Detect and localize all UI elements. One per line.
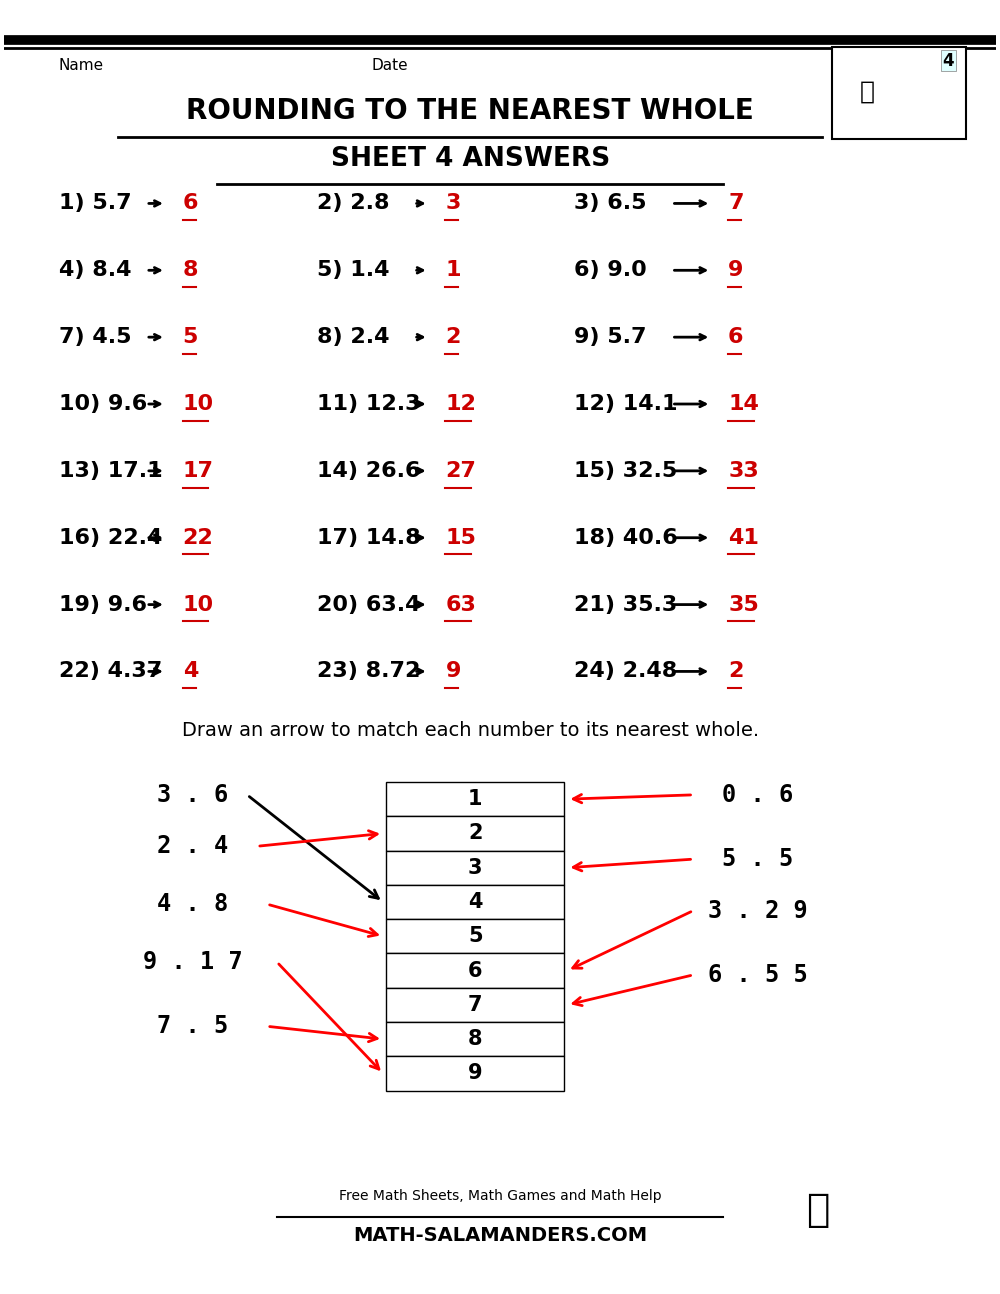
Text: 6: 6 <box>728 327 744 347</box>
Text: 6: 6 <box>468 960 482 981</box>
Text: 17) 14.8: 17) 14.8 <box>317 528 420 547</box>
Text: 8) 2.4: 8) 2.4 <box>317 327 389 347</box>
Text: 4: 4 <box>468 892 482 912</box>
Text: SHEET 4 ANSWERS: SHEET 4 ANSWERS <box>331 146 610 172</box>
Text: 2: 2 <box>445 327 461 347</box>
Bar <box>386 1022 564 1056</box>
Text: 7) 4.5: 7) 4.5 <box>59 327 131 347</box>
Text: Date: Date <box>371 58 408 74</box>
Bar <box>386 885 564 919</box>
Text: 9 . 1 7: 9 . 1 7 <box>143 950 242 974</box>
Text: 22) 4.37: 22) 4.37 <box>59 661 162 682</box>
Text: 1: 1 <box>445 260 461 281</box>
Text: 3 . 6: 3 . 6 <box>157 783 228 807</box>
Text: 6) 9.0: 6) 9.0 <box>574 260 647 281</box>
Text: 18) 40.6: 18) 40.6 <box>574 528 678 547</box>
Text: 2 . 4: 2 . 4 <box>157 835 228 858</box>
Text: 5: 5 <box>183 327 198 347</box>
Text: 12) 14.1: 12) 14.1 <box>574 393 678 414</box>
Text: 7: 7 <box>728 193 744 214</box>
Text: 5: 5 <box>468 927 483 946</box>
Text: 7 . 5: 7 . 5 <box>157 1014 228 1038</box>
Text: 🦎: 🦎 <box>806 1190 829 1229</box>
Text: 9: 9 <box>445 661 461 682</box>
Text: 21) 35.3: 21) 35.3 <box>574 594 678 615</box>
Text: 1) 5.7: 1) 5.7 <box>59 193 131 214</box>
Text: 33: 33 <box>728 461 759 481</box>
Text: 7: 7 <box>468 995 482 1014</box>
Text: 14) 26.6: 14) 26.6 <box>317 461 420 481</box>
Text: 10) 9.6: 10) 9.6 <box>59 393 147 414</box>
Text: 1: 1 <box>468 789 482 809</box>
Text: MATH-SALAMANDERS.COM: MATH-SALAMANDERS.COM <box>353 1227 647 1245</box>
Text: 24) 2.48: 24) 2.48 <box>574 661 678 682</box>
Text: 35: 35 <box>728 594 759 615</box>
Text: Name: Name <box>59 58 104 74</box>
Text: ROUNDING TO THE NEAREST WHOLE: ROUNDING TO THE NEAREST WHOLE <box>186 97 754 124</box>
Text: 9) 5.7: 9) 5.7 <box>574 327 647 347</box>
Text: 4: 4 <box>183 661 198 682</box>
Text: 11) 12.3: 11) 12.3 <box>317 393 420 414</box>
Bar <box>386 850 564 885</box>
Text: 27: 27 <box>445 461 476 481</box>
Text: 9: 9 <box>468 1064 483 1083</box>
Text: 6 . 5 5: 6 . 5 5 <box>708 963 808 987</box>
Text: Draw an arrow to match each number to its nearest whole.: Draw an arrow to match each number to it… <box>182 721 759 740</box>
Text: 14: 14 <box>728 393 759 414</box>
Text: 15) 32.5: 15) 32.5 <box>574 461 678 481</box>
Bar <box>386 782 564 817</box>
Text: 0 . 6: 0 . 6 <box>722 783 793 807</box>
Text: 8: 8 <box>183 260 198 281</box>
Text: 5) 1.4: 5) 1.4 <box>317 260 389 281</box>
Text: 2) 2.8: 2) 2.8 <box>317 193 389 214</box>
Text: 2: 2 <box>728 661 743 682</box>
Text: Free Math Sheets, Math Games and Math Help: Free Math Sheets, Math Games and Math He… <box>339 1189 661 1203</box>
Text: 20) 63.4: 20) 63.4 <box>317 594 420 615</box>
Bar <box>386 1056 564 1091</box>
Text: 10: 10 <box>183 393 214 414</box>
Bar <box>386 954 564 987</box>
Bar <box>832 47 966 140</box>
Text: 41: 41 <box>728 528 759 547</box>
Text: 3 . 2 9: 3 . 2 9 <box>708 898 808 923</box>
Text: 🐆: 🐆 <box>859 80 874 104</box>
Text: 63: 63 <box>445 594 476 615</box>
Text: 9: 9 <box>728 260 743 281</box>
Text: 6: 6 <box>183 193 198 214</box>
Bar <box>386 919 564 954</box>
Text: 3: 3 <box>445 193 461 214</box>
Text: 22: 22 <box>183 528 213 547</box>
Text: 2: 2 <box>468 823 482 844</box>
Text: 3) 6.5: 3) 6.5 <box>574 193 647 214</box>
Text: 5 . 5: 5 . 5 <box>722 848 793 871</box>
Text: 19) 9.6: 19) 9.6 <box>59 594 147 615</box>
Text: 16) 22.4: 16) 22.4 <box>59 528 162 547</box>
Text: 8: 8 <box>468 1029 482 1049</box>
Text: 4 . 8: 4 . 8 <box>157 892 228 916</box>
Text: 4: 4 <box>943 52 954 70</box>
Bar <box>386 817 564 850</box>
Text: 12: 12 <box>445 393 476 414</box>
Text: 23) 8.72: 23) 8.72 <box>317 661 420 682</box>
Text: 15: 15 <box>445 528 476 547</box>
Text: 10: 10 <box>183 594 214 615</box>
Text: 13) 17.1: 13) 17.1 <box>59 461 162 481</box>
Text: 17: 17 <box>183 461 214 481</box>
Text: 4) 8.4: 4) 8.4 <box>59 260 131 281</box>
Text: 3: 3 <box>468 858 482 877</box>
Bar <box>386 987 564 1022</box>
